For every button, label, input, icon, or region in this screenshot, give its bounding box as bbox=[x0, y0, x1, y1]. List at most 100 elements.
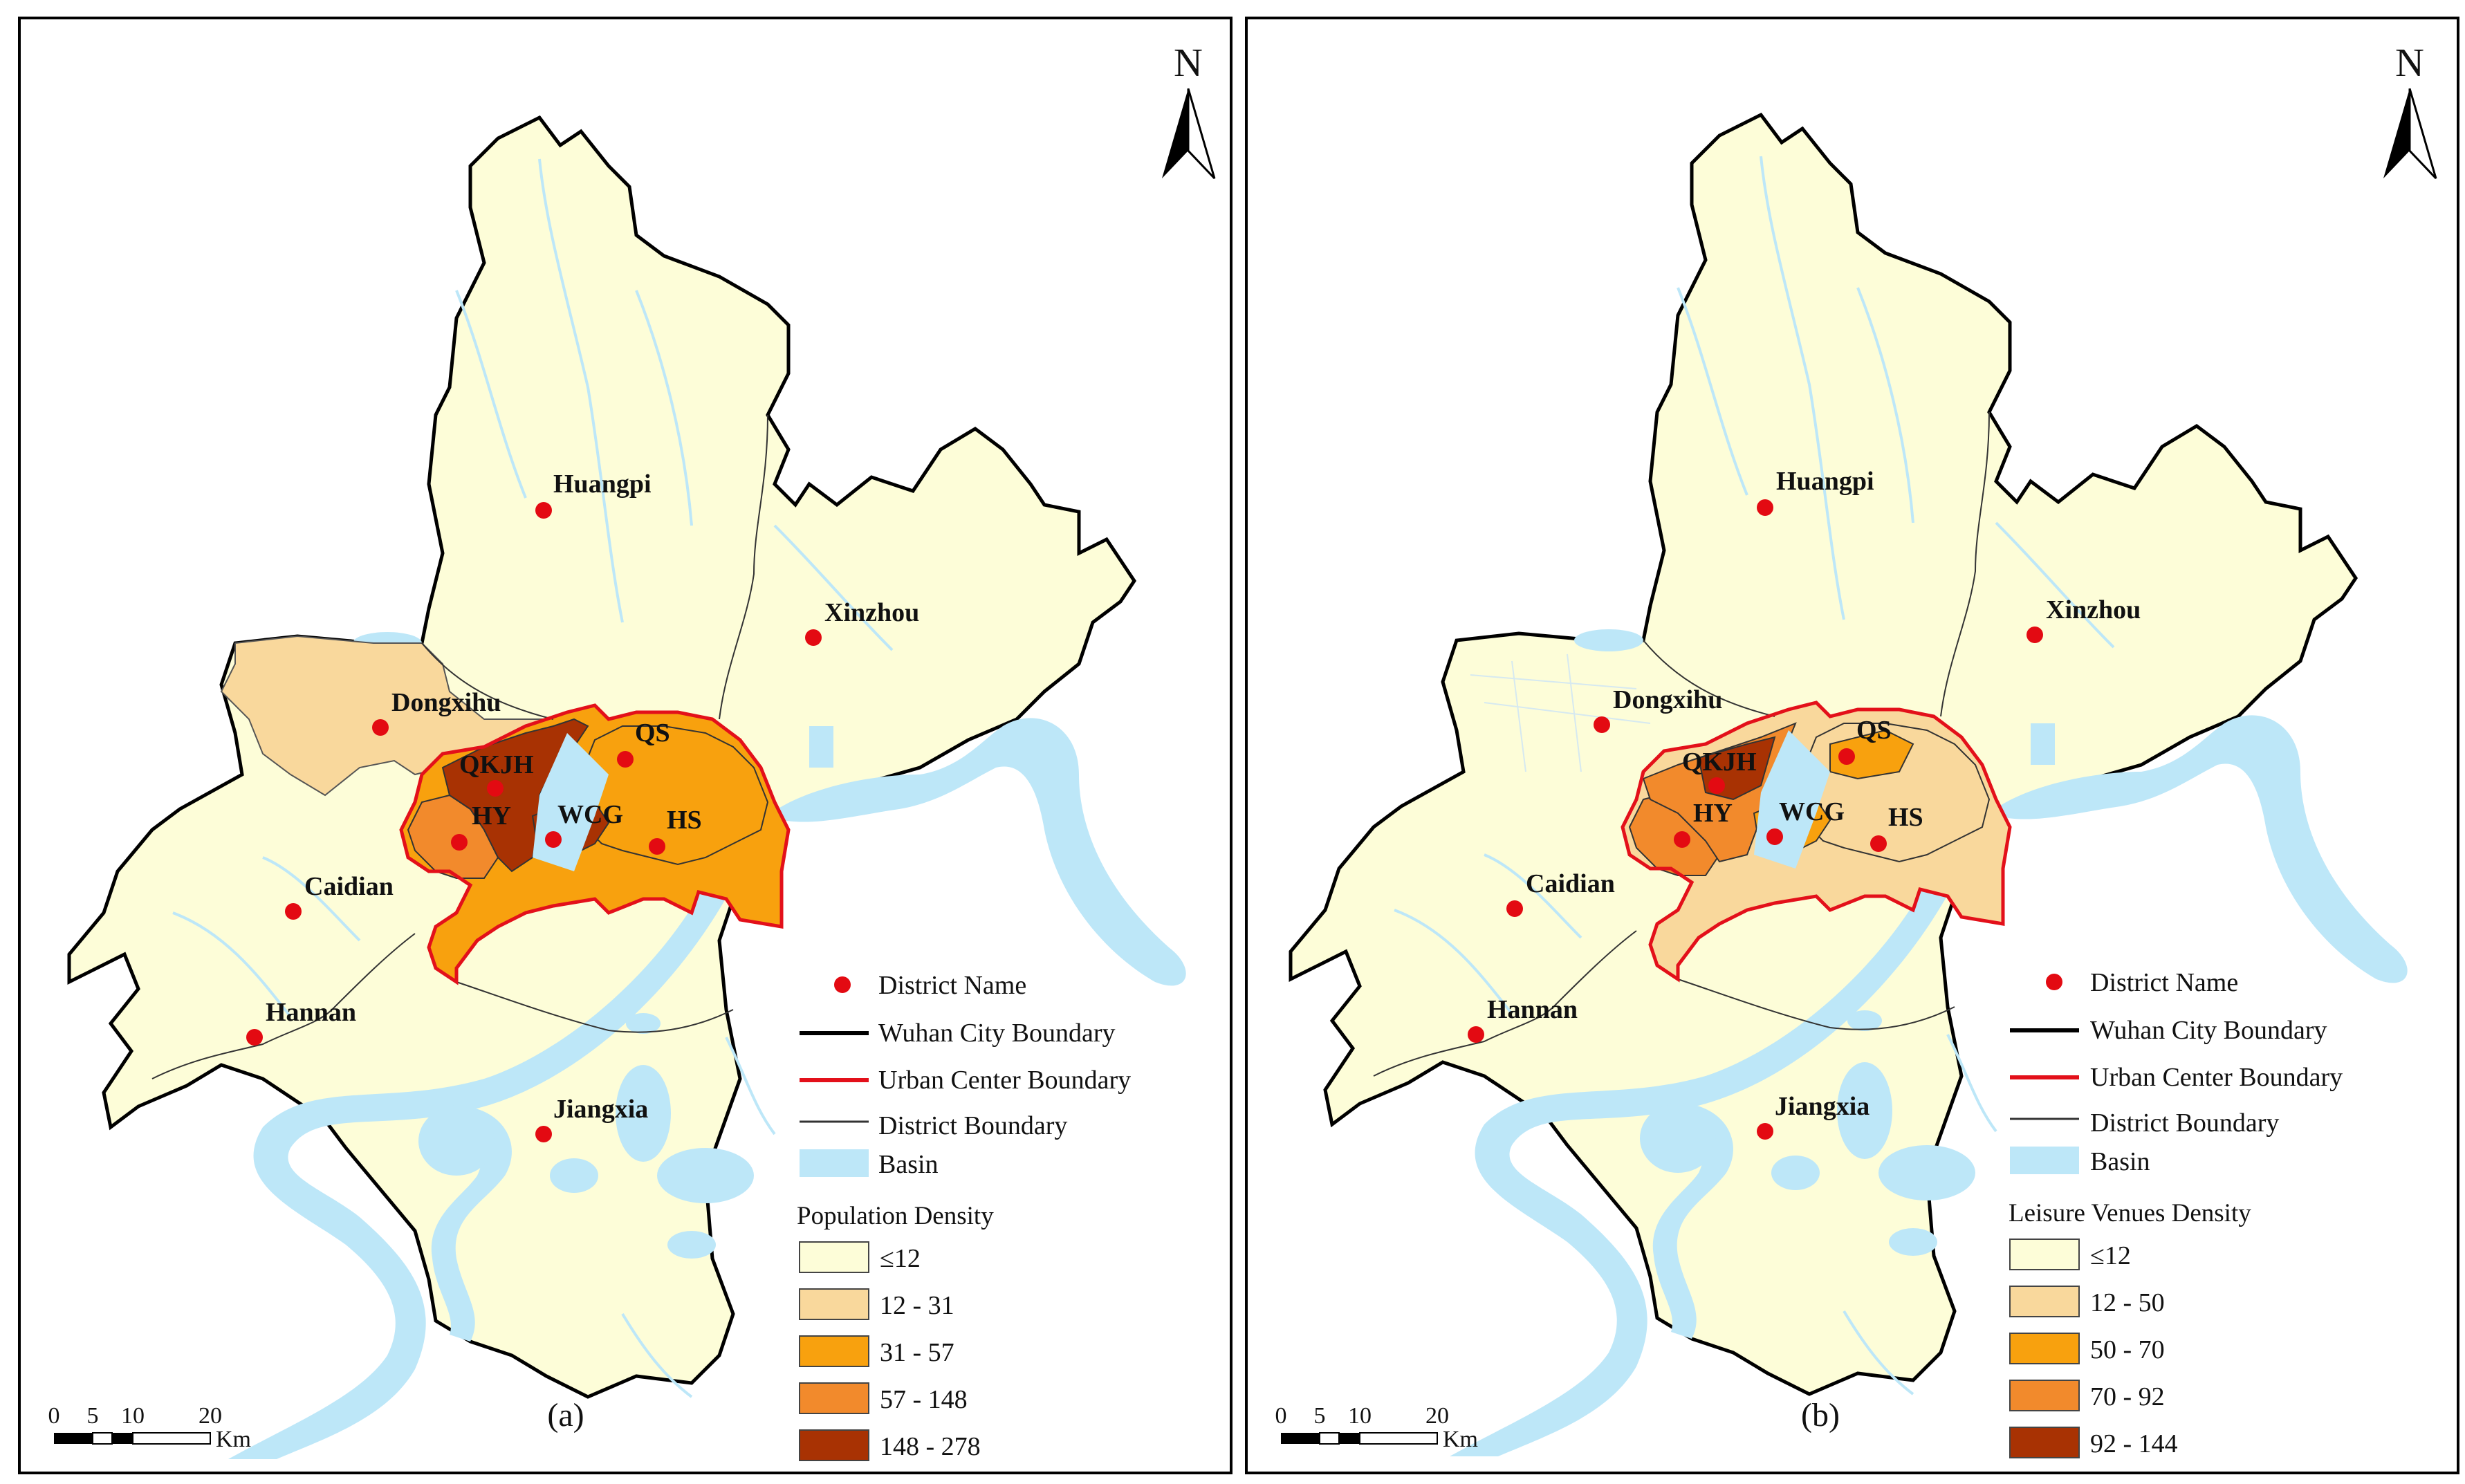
legend-point-symbol bbox=[834, 976, 851, 993]
district-label: Huangpi bbox=[1776, 467, 1874, 496]
legend-swatch bbox=[799, 1288, 869, 1320]
legend-entry: Basin bbox=[878, 1150, 939, 1179]
panel-a-legend: District Name Wuhan City Boundary Urban … bbox=[797, 971, 1131, 1461]
district-point bbox=[487, 780, 504, 797]
district-point bbox=[649, 838, 665, 855]
legend-title: Population Density bbox=[797, 1202, 994, 1230]
district-label: Jiangxia bbox=[1775, 1092, 1869, 1121]
scale-tick: 5 bbox=[87, 1403, 99, 1429]
legend-class: ≤12 bbox=[2090, 1241, 2131, 1270]
district-point bbox=[1757, 1123, 1773, 1140]
district-point bbox=[1506, 900, 1523, 917]
district-label: Caidian bbox=[1526, 869, 1615, 898]
district-point bbox=[1757, 499, 1773, 516]
scale-tick: 0 bbox=[1275, 1403, 1287, 1429]
panel-a-north-arrow: N bbox=[1162, 40, 1216, 180]
legend-class: 12 - 50 bbox=[2090, 1288, 2165, 1317]
district-label: HY bbox=[472, 801, 511, 831]
district-point bbox=[1468, 1026, 1484, 1043]
district-label: Huangpi bbox=[553, 470, 652, 499]
scale-unit: Km bbox=[216, 1427, 251, 1452]
district-label: Hannan bbox=[266, 998, 356, 1027]
scale-tick: 10 bbox=[1348, 1403, 1372, 1429]
district-label: HS bbox=[1888, 803, 1923, 832]
panel-b-district-points: Huangpi Xinzhou Dongxihu QKJH QS HY WCG … bbox=[1468, 467, 2141, 1140]
district-point bbox=[1674, 831, 1690, 848]
legend-entry: District Boundary bbox=[2090, 1109, 2279, 1138]
north-label: N bbox=[2395, 40, 2424, 85]
scale-unit: Km bbox=[1443, 1427, 1478, 1452]
legend-class: ≤12 bbox=[880, 1244, 921, 1273]
north-label: N bbox=[1174, 40, 1203, 85]
legend-swatch bbox=[2009, 1427, 2080, 1458]
district-point bbox=[535, 1126, 552, 1142]
district-point bbox=[451, 834, 468, 851]
panel-b-north-arrow: N bbox=[2383, 40, 2437, 180]
legend-swatch bbox=[799, 1241, 869, 1273]
district-point bbox=[1766, 828, 1783, 845]
scale-tick: 10 bbox=[121, 1403, 145, 1429]
district-label: QKJH bbox=[459, 750, 534, 779]
district-label: Jiangxia bbox=[553, 1095, 648, 1124]
district-label: WCG bbox=[557, 800, 623, 829]
legend-swatch bbox=[2009, 1380, 2080, 1411]
district-label: HY bbox=[1693, 799, 1733, 828]
legend-entry: Urban Center Boundary bbox=[2090, 1063, 2343, 1092]
panel-label: (b) bbox=[1801, 1397, 1840, 1434]
district-label: HS bbox=[667, 806, 702, 835]
scale-tick: 20 bbox=[199, 1403, 222, 1429]
panel-label: (a) bbox=[547, 1397, 584, 1434]
north-arrow-icon bbox=[2383, 89, 2410, 178]
district-label: Caidian bbox=[304, 872, 394, 901]
legend-swatch bbox=[2009, 1333, 2080, 1364]
legend-class: 148 - 278 bbox=[880, 1432, 981, 1461]
district-label: WCG bbox=[1779, 797, 1845, 826]
district-point bbox=[246, 1029, 263, 1046]
legend-point-symbol bbox=[2046, 974, 2062, 990]
legend-title: Leisure Venues Density bbox=[2009, 1199, 2251, 1227]
legend-entry: Wuhan City Boundary bbox=[2090, 1016, 2327, 1045]
legend-entry: District Name bbox=[878, 971, 1026, 1000]
legend-entry: Urban Center Boundary bbox=[878, 1066, 1131, 1095]
scale-tick: 0 bbox=[48, 1403, 60, 1429]
legend-class: 12 - 31 bbox=[880, 1291, 954, 1320]
panel-b-scale-bar: 0 5 10 20 Km bbox=[1275, 1403, 1479, 1452]
north-arrow-icon bbox=[1162, 89, 1188, 178]
legend-entry: Basin bbox=[2090, 1147, 2150, 1176]
district-point bbox=[1838, 748, 1855, 765]
legend-class: 70 - 92 bbox=[2090, 1382, 2165, 1411]
district-point bbox=[535, 502, 552, 519]
legend-swatch bbox=[799, 1382, 869, 1414]
district-label: QKJH bbox=[1682, 748, 1757, 777]
district-point bbox=[1594, 716, 1610, 733]
panel-a-scale-bar: 0 5 10 20 Km bbox=[48, 1403, 252, 1452]
legend-swatch bbox=[2009, 1239, 2080, 1270]
district-label: Xinzhou bbox=[2046, 595, 2141, 624]
district-label: Dongxihu bbox=[1613, 685, 1722, 714]
district-label: Dongxihu bbox=[391, 688, 501, 717]
legend-swatch bbox=[799, 1429, 869, 1461]
panel-a-district-points: Huangpi Xinzhou Dongxihu QKJH QS HY WCG … bbox=[246, 470, 919, 1142]
legend-class: 50 - 70 bbox=[2090, 1335, 2165, 1364]
legend-swatch bbox=[2009, 1286, 2080, 1317]
district-point bbox=[2027, 627, 2043, 643]
district-label: Xinzhou bbox=[824, 598, 919, 627]
scale-tick: 20 bbox=[1425, 1403, 1449, 1429]
panel-b-legend: District Name Wuhan City Boundary Urban … bbox=[2009, 968, 2343, 1458]
legend-swatch bbox=[799, 1335, 869, 1367]
district-label: Hannan bbox=[1487, 995, 1578, 1024]
district-point bbox=[372, 719, 389, 736]
district-point bbox=[1870, 835, 1887, 852]
panel-b: Huangpi Xinzhou Dongxihu QKJH QS HY WCG … bbox=[1245, 17, 2459, 1474]
legend-entry: District Boundary bbox=[878, 1111, 1067, 1140]
legend-class: 57 - 148 bbox=[880, 1385, 968, 1414]
legend-class: 31 - 57 bbox=[880, 1338, 954, 1367]
legend-entry: District Name bbox=[2090, 968, 2238, 997]
district-label: QS bbox=[635, 718, 670, 748]
district-point bbox=[1708, 777, 1725, 794]
panel-a: Huangpi Xinzhou Dongxihu QKJH QS HY WCG … bbox=[18, 17, 1232, 1474]
district-point bbox=[285, 903, 302, 920]
district-label: QS bbox=[1856, 716, 1892, 745]
legend-entry: Wuhan City Boundary bbox=[878, 1019, 1116, 1048]
